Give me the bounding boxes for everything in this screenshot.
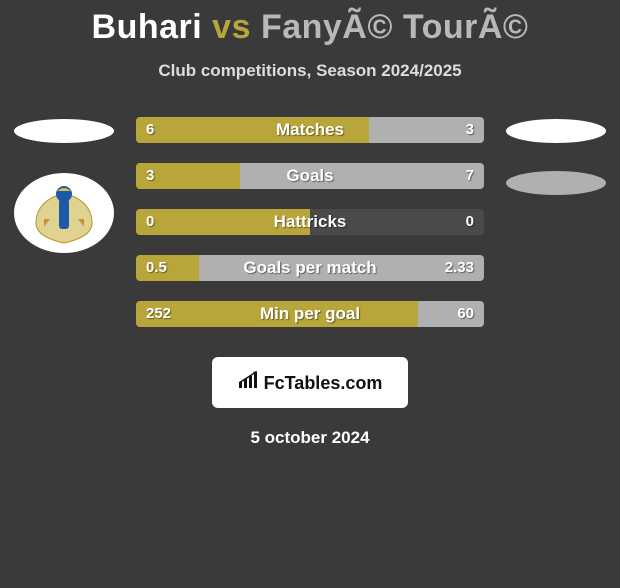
comparison-bars: 63Matches 37Goals 00Hattricks 0.52.33Goals … <box>120 117 500 347</box>
bar-label: Goals <box>136 163 484 189</box>
player2-club-crest <box>506 171 606 195</box>
bar-label: Hattricks <box>136 209 484 235</box>
player1-avatar <box>14 119 114 143</box>
chart-icon <box>238 371 260 389</box>
bar-label: Goals per match <box>136 255 484 281</box>
player2-avatar <box>506 119 606 143</box>
vs-text: vs <box>212 8 251 46</box>
brand: FcTables.com <box>238 371 383 394</box>
bar-row: 25260Min per goal <box>136 301 484 327</box>
subtitle: Club competitions, Season 2024/2025 <box>0 61 620 81</box>
bar-label: Matches <box>136 117 484 143</box>
bar-row: 37Goals <box>136 163 484 189</box>
page-title: Buhari vs FanyÃ© TourÃ© <box>0 8 620 47</box>
footer: FcTables.com <box>0 357 620 408</box>
bar-row: 0.52.33Goals per match <box>136 255 484 281</box>
date: 5 october 2024 <box>0 428 620 448</box>
main-content: 63Matches 37Goals 00Hattricks 0.52.33Goals … <box>0 117 620 347</box>
left-side <box>8 117 120 347</box>
bar-row: 00Hattricks <box>136 209 484 235</box>
player1-club-crest <box>14 173 114 253</box>
crest-icon <box>26 179 102 247</box>
right-side <box>500 117 612 347</box>
bar-label: Min per goal <box>136 301 484 327</box>
player2-name: FanyÃ© TourÃ© <box>261 8 529 46</box>
brand-text: FcTables.com <box>264 373 383 394</box>
player1-name: Buhari <box>92 8 203 46</box>
bar-row: 63Matches <box>136 117 484 143</box>
brand-box: FcTables.com <box>212 357 409 408</box>
